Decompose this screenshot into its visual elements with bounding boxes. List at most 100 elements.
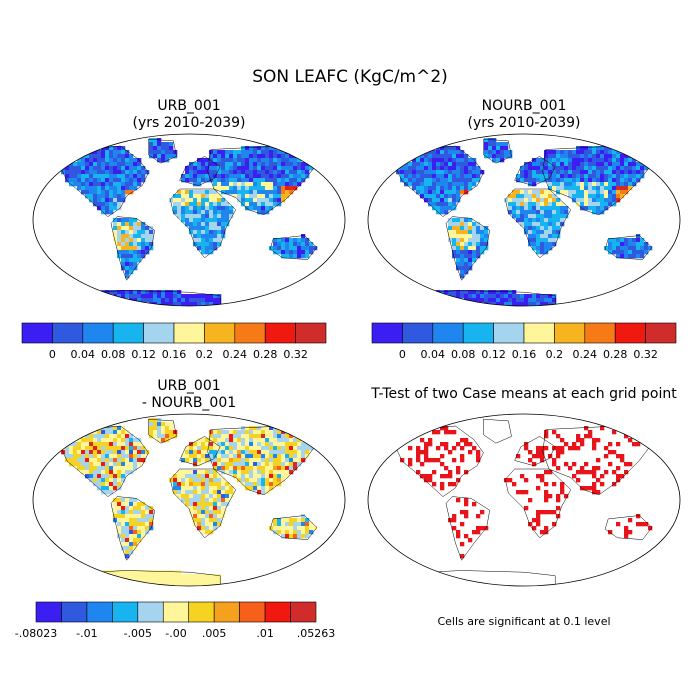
map-cell: [209, 246, 214, 251]
map-cell: [536, 194, 541, 199]
map-cell: [297, 522, 302, 527]
map-cell: [548, 150, 553, 155]
map-cell: [229, 490, 234, 495]
map-cell: [424, 194, 429, 199]
map-cell: [436, 178, 441, 183]
map-cell: [125, 458, 130, 463]
map-cell: [157, 438, 162, 443]
coastline-antarctica: [57, 570, 221, 586]
map-cell: [464, 222, 469, 227]
map-cell: [133, 538, 138, 543]
map-cell: [285, 474, 290, 479]
map-cell: [113, 146, 118, 151]
map-cell: [117, 162, 122, 167]
map-cell: [145, 506, 150, 511]
colorbar-swatch: [35, 601, 62, 623]
map-cell: [145, 298, 150, 303]
map-cell: [504, 478, 509, 483]
coastline-antarctica: [392, 290, 556, 306]
map-cell: [281, 458, 286, 463]
map-cell: [241, 154, 246, 159]
map-cell: [137, 446, 142, 451]
map-cell: [544, 150, 549, 155]
map-cell: [305, 446, 310, 451]
map-cell: [428, 478, 433, 483]
map-cell: [269, 462, 274, 467]
map-cell: [285, 158, 290, 163]
map-cell: [197, 458, 202, 463]
map-cell: [528, 170, 533, 175]
colorbar-tick-label: 0: [399, 348, 406, 361]
map-cell: [416, 458, 421, 463]
map-cell: [209, 230, 214, 235]
map-cell: [536, 166, 541, 171]
map-cell: [544, 234, 549, 239]
map-cell: [612, 450, 617, 455]
map-cell: [460, 262, 465, 267]
coastline-europe: [179, 156, 221, 186]
colorbar-swatch: [213, 601, 240, 623]
map-cell: [137, 574, 142, 579]
map-cell: [472, 170, 477, 175]
map-cell: [269, 158, 274, 163]
map-cell: [241, 458, 246, 463]
map-cell: [129, 454, 134, 459]
map-cell: [125, 294, 130, 299]
map-cell: [536, 238, 541, 243]
map-cell: [516, 214, 521, 219]
map-cell: [217, 486, 222, 491]
map-cell: [548, 178, 553, 183]
map-cell: [185, 178, 190, 183]
map-cell: [85, 178, 90, 183]
map-cell: [548, 294, 553, 299]
map-cell: [181, 478, 186, 483]
map-cell: [213, 246, 218, 251]
colorbar-tick-label: -.08023: [15, 627, 57, 640]
map-cell: [185, 170, 190, 175]
map-cell: [133, 522, 138, 527]
map-cell: [492, 294, 497, 299]
map-cell: [265, 150, 270, 155]
map-cell: [265, 486, 270, 491]
map-cell: [544, 510, 549, 515]
map-cell: [564, 154, 569, 159]
map-cell: [157, 426, 162, 431]
map-cell: [237, 162, 242, 167]
map-cell: [105, 150, 110, 155]
map-cell: [452, 174, 457, 179]
map-cell: [237, 170, 242, 175]
map-cell: [157, 290, 162, 295]
map-cell: [133, 162, 138, 167]
map-cell: [209, 574, 214, 579]
map-cell: [109, 178, 114, 183]
map-cell: [608, 154, 613, 159]
map-cell: [440, 174, 445, 179]
map-cell: [213, 486, 218, 491]
map-cell: [189, 206, 194, 211]
map-cell: [217, 198, 222, 203]
map-cell: [245, 454, 250, 459]
map-cell: [189, 210, 194, 215]
map-cell: [117, 522, 122, 527]
map-cell: [229, 150, 234, 155]
map-cell: [269, 430, 274, 435]
map-cell: [221, 170, 226, 175]
map-cell: [281, 450, 286, 455]
map-cell: [209, 222, 214, 227]
map-cell: [85, 454, 90, 459]
map-cell: [588, 434, 593, 439]
map-cell: [428, 202, 433, 207]
map-cell: [540, 298, 545, 303]
map-cell: [600, 170, 605, 175]
map-cell: [237, 430, 242, 435]
map-cell: [165, 574, 170, 579]
map-cell: [237, 198, 242, 203]
map-cell: [560, 490, 565, 495]
map-cell: [460, 234, 465, 239]
map-cell: [289, 458, 294, 463]
map-cell: [221, 154, 226, 159]
map-cell: [137, 450, 142, 455]
map-cell: [301, 242, 306, 247]
map-cell: [464, 234, 469, 239]
map-cell: [249, 206, 254, 211]
